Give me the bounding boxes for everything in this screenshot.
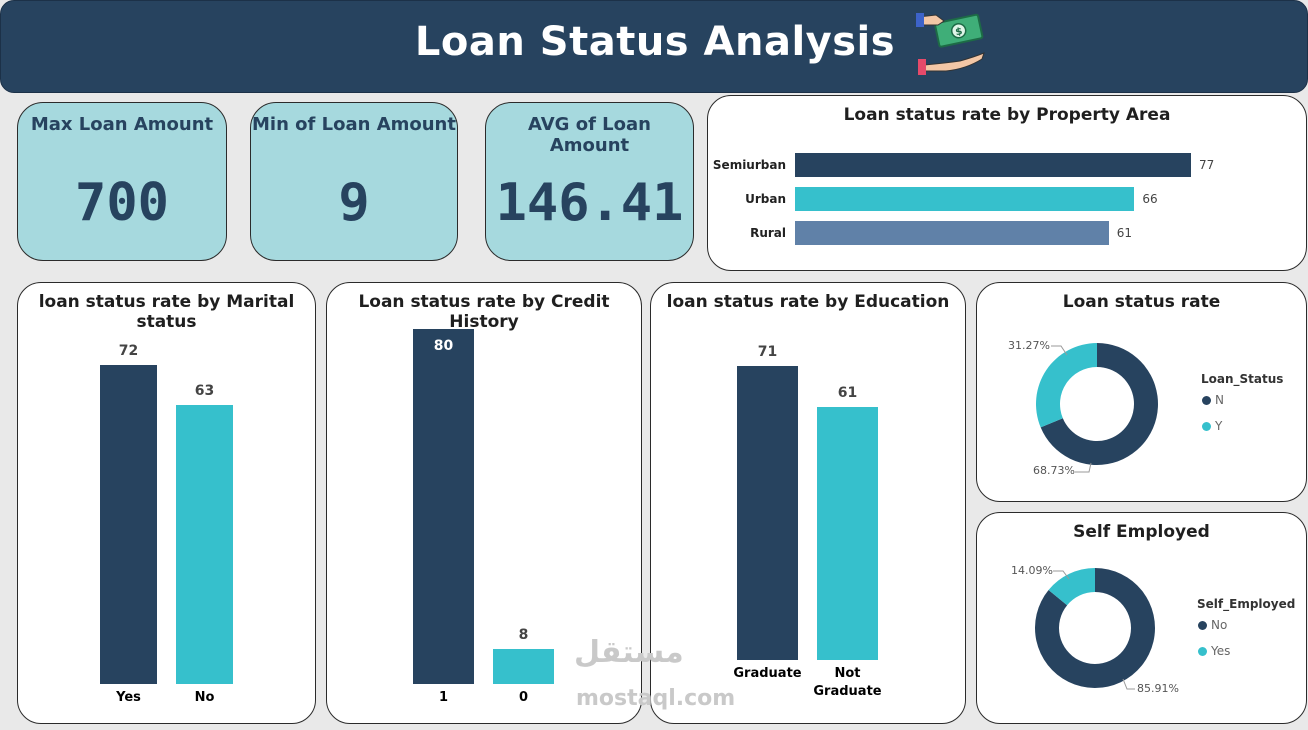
bar[interactable] (817, 407, 878, 660)
donut-value-label: 14.09% (1011, 564, 1053, 577)
bar[interactable] (176, 404, 233, 684)
donut-value-label: 68.73% (1033, 464, 1075, 477)
donut-slice[interactable] (1048, 568, 1095, 606)
watermark-text: mostaql.com (576, 686, 736, 711)
bar-category-label: 1 (438, 690, 449, 705)
bar-category-label: No (194, 690, 215, 705)
bar[interactable] (737, 366, 798, 660)
kpi-value: 700 (75, 173, 169, 233)
bar-value-label: 8 (518, 626, 529, 643)
legend-marker (1198, 647, 1207, 656)
legend-title: Self_Employed (1197, 597, 1296, 611)
donut-slice[interactable] (1036, 343, 1097, 428)
bar[interactable] (493, 648, 554, 684)
bar-value-label: 72 (118, 343, 139, 359)
bar-value-label: 61 (837, 385, 858, 402)
bar-value-label: 66 (1142, 192, 1158, 206)
chart-title: loan status rate by Marital status (38, 292, 295, 332)
legend-marker (1202, 422, 1211, 431)
bar[interactable] (795, 153, 1191, 177)
legend-label: No (1211, 618, 1228, 632)
legend-item[interactable]: Yes (1198, 644, 1230, 658)
leader-line (1122, 678, 1135, 690)
kpi-card-avg-loan[interactable]: AVG of Loan Amount 146.41 (485, 102, 694, 261)
legend-item[interactable]: Y (1202, 419, 1222, 433)
bar-category-label: Graduate (813, 684, 882, 699)
education-chart-card[interactable]: loan status rate by Education 71 Graduate… (650, 282, 966, 724)
leader-line (1075, 462, 1092, 473)
donut-value-label: 31.27% (1008, 339, 1050, 352)
bar-category-label: Urban (745, 192, 786, 206)
bar[interactable] (795, 187, 1135, 211)
bar-value-label: 77 (1199, 158, 1215, 172)
bar[interactable] (413, 329, 474, 684)
legend-marker (1202, 396, 1211, 405)
chart-title: Loan status rate by Credit History (358, 292, 610, 332)
legend-label: Y (1215, 419, 1223, 433)
donut-value-label: 85.91% (1137, 682, 1179, 695)
kpi-label: Max Loan Amount (30, 114, 214, 135)
page-title: Loan Status Analysis (414, 19, 896, 65)
bar[interactable] (795, 221, 1109, 245)
bar-value-label: 63 (194, 382, 215, 399)
legend-label: N (1215, 393, 1224, 407)
bar-category-label: Yes (116, 690, 141, 705)
bar-value-label: 80 (433, 338, 454, 354)
bar-value-label: 71 (757, 344, 778, 360)
credit-history-chart-card[interactable]: Loan status rate by Credit History 80 1 8 0 (326, 282, 642, 724)
kpi-value: 146.41 (495, 173, 684, 233)
kpi-card-max-loan[interactable]: Max Loan Amount 700 (17, 102, 227, 261)
donut-slice[interactable] (1040, 343, 1158, 465)
legend-label: Yes (1211, 644, 1231, 658)
self-employed-donut-card[interactable]: Self Employed 85.91% 14.09% Self_Employed N… (976, 512, 1307, 724)
chart-title: Self Employed (1073, 522, 1210, 542)
bar-category-label: Graduate (733, 666, 802, 681)
chart-title: Loan status rate by Property Area (843, 105, 1171, 125)
kpi-label: Min of Loan Amount (252, 114, 456, 135)
leader-line (1053, 570, 1070, 580)
dashboard-header: Loan Status Analysis $ (0, 0, 1308, 93)
kpi-card-min-loan[interactable]: Min of Loan Amount 9 (250, 102, 458, 261)
donut-slice[interactable] (1035, 568, 1155, 688)
bar-category-label: 0 (518, 690, 529, 705)
bar[interactable] (100, 365, 157, 684)
legend-item[interactable]: No (1198, 618, 1227, 632)
property-area-chart-card[interactable]: Loan status rate by Property Area Semiur… (707, 95, 1307, 271)
bar-category-label: Semiurban (712, 158, 786, 172)
legend-item[interactable]: N (1202, 393, 1224, 407)
watermark-logo: مستقل (574, 635, 684, 670)
bar-value-label: 61 (1116, 226, 1132, 240)
loan-status-donut-card[interactable]: Loan status rate 68.73% 31.27% Loan_Status… (976, 282, 1307, 502)
legend-marker (1198, 621, 1207, 630)
chart-title: loan status rate by Education (666, 292, 950, 312)
donut-chart (1035, 568, 1155, 690)
bar-category-label: Rural (750, 226, 786, 240)
legend-title: Loan_Status (1201, 372, 1284, 386)
marital-status-chart-card[interactable]: loan status rate by Marital status 72 Yes… (17, 282, 316, 724)
kpi-label: AVG of Loan Amount (528, 114, 651, 156)
bar-category-label: Not (834, 666, 861, 681)
svg-text:$: $ (954, 26, 963, 38)
kpi-value: 9 (338, 173, 370, 233)
donut-chart (1036, 343, 1158, 473)
chart-title: Loan status rate (1062, 292, 1221, 312)
leader-line (1051, 345, 1068, 356)
money-hand-icon: $ (916, 13, 985, 75)
